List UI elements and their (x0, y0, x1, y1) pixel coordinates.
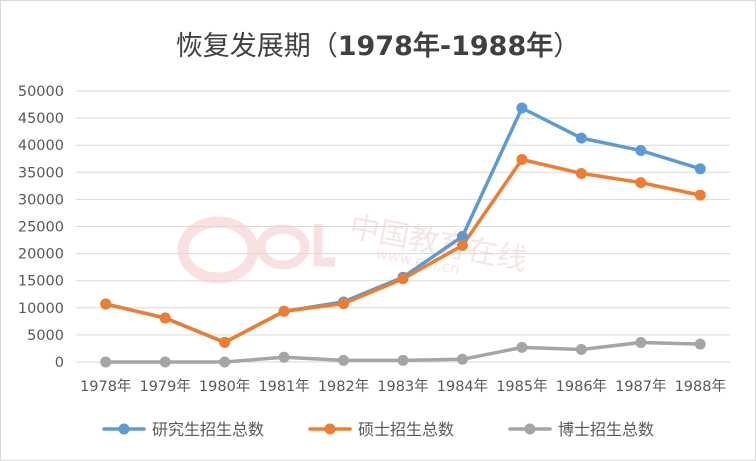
data-point (159, 312, 171, 324)
x-tick-label: 1985年 (496, 378, 547, 395)
data-point (516, 153, 528, 165)
y-tick-label: 5000 (27, 328, 64, 344)
series-markers (100, 102, 706, 368)
y-tick-label: 30000 (18, 192, 64, 208)
eol-logo (177, 216, 335, 284)
data-point (397, 354, 409, 366)
x-tick-label: 1982年 (318, 378, 369, 395)
chart-title-text: 恢复发展期（ (175, 31, 338, 62)
data-point (694, 189, 706, 201)
y-tick-label: 20000 (18, 247, 64, 263)
y-tick-label: 25000 (18, 220, 64, 236)
data-point (575, 344, 587, 356)
x-tick-label: 1988年 (675, 378, 726, 395)
data-point (100, 356, 112, 368)
x-tick-label: 1980年 (199, 378, 250, 395)
x-tick-label: 1978年 (80, 378, 131, 395)
data-point (575, 167, 587, 179)
y-tick-label: 45000 (18, 111, 64, 127)
y-tick-label: 35000 (18, 165, 64, 181)
data-point (516, 102, 528, 114)
x-tick-label: 1987年 (615, 378, 666, 395)
data-point (219, 336, 231, 348)
data-point (635, 177, 647, 189)
watermark: 中国教育在线 www.eol.cn (177, 209, 530, 284)
x-axis-ticks: 1978年 1979年 1980年 1981年 1982年 1983年 1984年 1985年… (80, 378, 726, 395)
y-tick-label: 15000 (18, 274, 64, 290)
data-point (516, 341, 528, 353)
data-point (694, 163, 706, 175)
data-point (397, 273, 409, 285)
legend: 研究生招生总数 硕士招生总数 博士招生总数 (102, 420, 654, 439)
legend-marker-swatch (118, 423, 130, 435)
data-point (100, 298, 112, 310)
x-tick-label: 1983年 (377, 378, 428, 395)
chart-title-years: 1978年-1988年 (337, 31, 554, 62)
data-point (635, 145, 647, 157)
x-tick-label: 1986年 (556, 378, 607, 395)
x-tick-label: 1984年 (437, 378, 488, 395)
chart-title: 恢复发展期（1978年-1988年） (0, 24, 756, 63)
data-point (694, 338, 706, 350)
legend-label: 硕士招生总数 (358, 420, 454, 439)
x-tick-label: 1981年 (258, 378, 309, 395)
y-tick-label: 40000 (18, 138, 64, 154)
y-tick-label: 50000 (18, 84, 64, 100)
data-point (456, 353, 468, 365)
legend-marker-swatch (524, 423, 536, 435)
y-tick-label: 10000 (18, 301, 64, 317)
legend-label: 博士招生总数 (558, 420, 654, 439)
data-point (159, 356, 171, 368)
chart-title-close: ） (553, 31, 581, 62)
data-point (575, 132, 587, 144)
data-point (278, 305, 290, 317)
data-point (338, 298, 350, 310)
data-point (278, 351, 290, 363)
data-point (456, 230, 468, 242)
data-point (219, 356, 231, 368)
y-axis-ticks: 0 5000 10000 15000 20000 25000 30000 35000 40000… (18, 84, 64, 371)
x-tick-label: 1979年 (139, 378, 190, 395)
legend-marker-swatch (324, 423, 336, 435)
data-point (338, 354, 350, 366)
legend-label: 研究生招生总数 (152, 420, 264, 439)
data-point (635, 336, 647, 348)
data-point (456, 240, 468, 252)
y-tick-label: 0 (55, 355, 64, 371)
